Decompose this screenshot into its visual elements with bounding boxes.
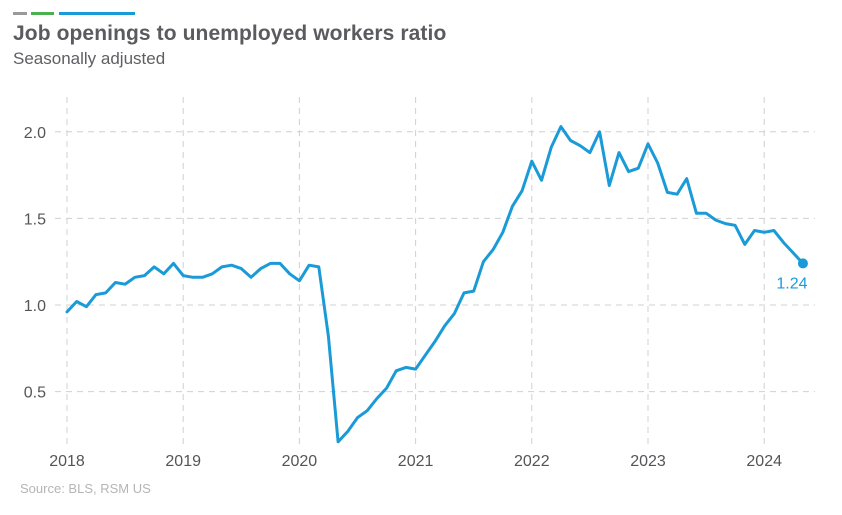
y-axis-ticks: 0.5 1.0 1.5 2.0 <box>24 125 46 402</box>
source-note: Source: BLS, RSM US <box>20 481 151 496</box>
data-line <box>65 125 805 444</box>
x-tick-label: 2020 <box>282 453 318 470</box>
accent-bar-green <box>31 12 54 15</box>
y-tick-label: 2.0 <box>24 125 46 142</box>
chart-title: Job openings to unemployed workers ratio <box>13 22 447 45</box>
accent-bar-gray <box>13 12 27 15</box>
end-value-label: 1.24 <box>776 275 807 292</box>
y-tick-label: 1.0 <box>24 298 46 315</box>
gridlines <box>55 97 815 445</box>
chart-subtitle: Seasonally adjusted <box>13 49 166 68</box>
x-tick-label: 2021 <box>398 453 434 470</box>
x-tick-label: 2019 <box>165 453 201 470</box>
accent-bar-blue <box>59 12 135 15</box>
x-tick-label: 2022 <box>514 453 550 470</box>
end-point-marker <box>797 258 808 269</box>
x-tick-label: 2023 <box>630 453 666 470</box>
y-tick-label: 1.5 <box>24 211 46 228</box>
x-axis-ticks: 2018 2019 2020 2021 2022 2023 2024 <box>49 453 782 470</box>
y-tick-label: 0.5 <box>24 385 46 402</box>
x-tick-label: 2018 <box>49 453 85 470</box>
x-tick-label: 2024 <box>746 453 782 470</box>
